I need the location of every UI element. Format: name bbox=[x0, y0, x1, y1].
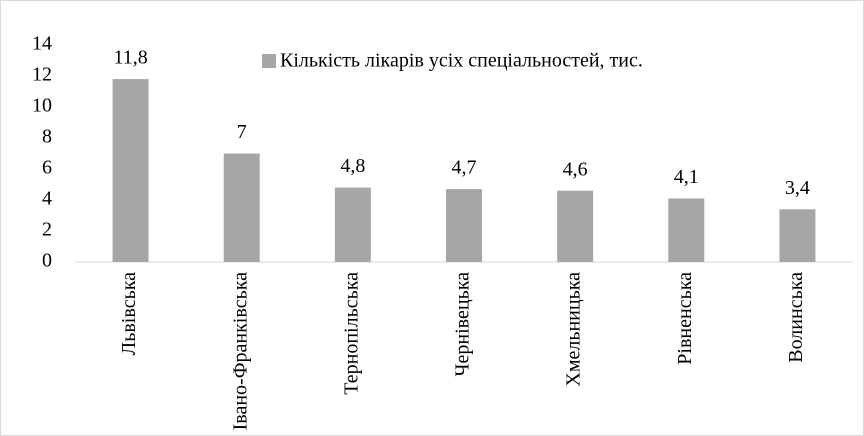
y-tick-label: 2 bbox=[42, 219, 52, 241]
bar bbox=[557, 190, 594, 262]
x-tick-label: Волинська bbox=[785, 272, 807, 363]
data-label: 3,4 bbox=[785, 177, 810, 199]
x-tick-label: Івано-Франківська bbox=[229, 272, 251, 430]
data-label: 7 bbox=[237, 121, 247, 143]
y-tick-label: 6 bbox=[42, 157, 52, 179]
y-tick-label: 0 bbox=[42, 250, 52, 272]
bar bbox=[779, 209, 816, 262]
data-label: 4,1 bbox=[674, 166, 699, 188]
data-label: 11,8 bbox=[113, 47, 147, 69]
bar bbox=[223, 153, 260, 262]
x-tick-label: Чернівецька bbox=[452, 272, 474, 377]
x-tick-label: Тернопільська bbox=[340, 272, 362, 395]
legend-label: Кількість лікарів усіх спеціальностей, т… bbox=[280, 50, 643, 72]
y-tick-label: 12 bbox=[32, 64, 52, 86]
x-tick-label: Рівненська bbox=[674, 272, 696, 365]
bar bbox=[112, 79, 149, 262]
bar bbox=[334, 187, 371, 262]
data-label: 4,6 bbox=[563, 158, 588, 180]
bar bbox=[446, 189, 482, 262]
data-label: 4,7 bbox=[452, 157, 477, 179]
data-label: 4,8 bbox=[340, 155, 365, 177]
y-tick-label: 4 bbox=[42, 188, 52, 210]
x-tick-label: Хмельницька bbox=[563, 272, 585, 387]
y-tick-label: 14 bbox=[32, 33, 52, 55]
y-tick-label: 8 bbox=[42, 126, 52, 148]
x-tick-label: Львівська bbox=[118, 272, 140, 355]
legend-swatch bbox=[262, 54, 276, 68]
y-tick-label: 10 bbox=[32, 95, 52, 117]
bar bbox=[668, 198, 705, 262]
